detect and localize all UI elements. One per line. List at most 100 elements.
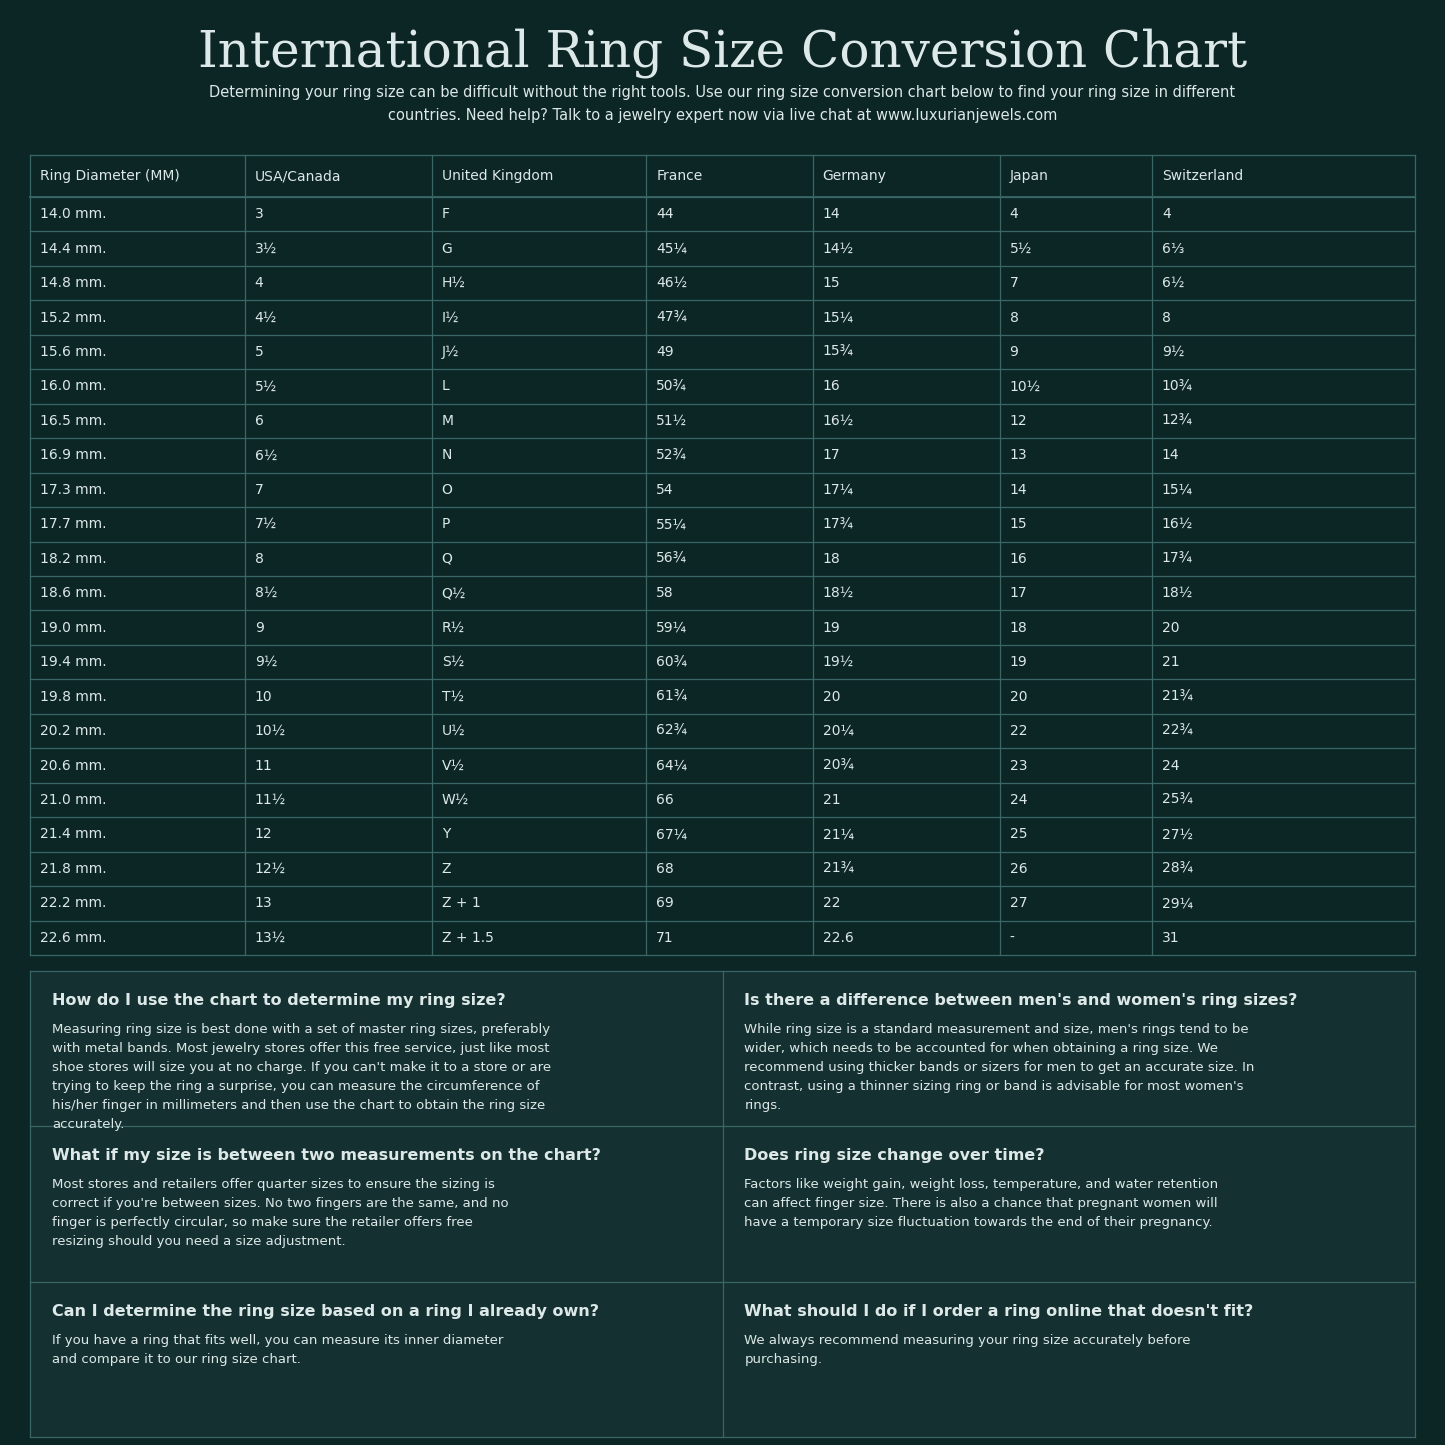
- Text: -: -: [1010, 931, 1014, 945]
- Text: 10¾: 10¾: [1162, 380, 1194, 393]
- Text: 8: 8: [1010, 311, 1019, 325]
- Text: Q½: Q½: [442, 587, 467, 600]
- Text: 12: 12: [1010, 413, 1027, 428]
- Text: 9: 9: [1010, 345, 1019, 358]
- Text: United Kingdom: United Kingdom: [442, 169, 553, 184]
- Text: L: L: [442, 380, 449, 393]
- Text: 20¼: 20¼: [822, 724, 854, 738]
- Text: 15: 15: [1010, 517, 1027, 532]
- Text: 25¾: 25¾: [1162, 793, 1194, 806]
- Text: F: F: [442, 207, 449, 221]
- Text: 15¼: 15¼: [822, 311, 854, 325]
- Text: Does ring size change over time?: Does ring size change over time?: [744, 1149, 1045, 1163]
- Text: 18.2 mm.: 18.2 mm.: [40, 552, 107, 566]
- Text: W½: W½: [442, 793, 468, 806]
- Text: 11½: 11½: [254, 793, 286, 806]
- Text: J½: J½: [442, 345, 460, 358]
- Text: 54: 54: [656, 483, 673, 497]
- Text: 19.0 mm.: 19.0 mm.: [40, 621, 107, 634]
- Text: 14: 14: [822, 207, 840, 221]
- Text: S½: S½: [442, 655, 464, 669]
- Text: 61¾: 61¾: [656, 689, 688, 704]
- Text: 6½: 6½: [254, 448, 277, 462]
- Bar: [30, 155, 1415, 955]
- Text: 69: 69: [656, 896, 673, 910]
- Text: 64¼: 64¼: [656, 759, 688, 773]
- Text: 16.5 mm.: 16.5 mm.: [40, 413, 107, 428]
- Text: 4: 4: [1162, 207, 1170, 221]
- Text: 16.9 mm.: 16.9 mm.: [40, 448, 107, 462]
- Text: 26: 26: [1010, 861, 1027, 876]
- Text: 16: 16: [822, 380, 841, 393]
- Text: 14.8 mm.: 14.8 mm.: [40, 276, 107, 290]
- Text: 7: 7: [1010, 276, 1019, 290]
- Text: 15¾: 15¾: [822, 345, 854, 358]
- Text: 8: 8: [1162, 311, 1170, 325]
- Text: 22.6: 22.6: [822, 931, 854, 945]
- Text: 16½: 16½: [822, 413, 854, 428]
- Text: International Ring Size Conversion Chart: International Ring Size Conversion Chart: [198, 27, 1247, 78]
- Text: 18: 18: [1010, 621, 1027, 634]
- Text: Determining your ring size can be difficult without the right tools. Use our rin: Determining your ring size can be diffic…: [210, 85, 1235, 123]
- Text: 17¼: 17¼: [822, 483, 854, 497]
- Text: 20¾: 20¾: [822, 759, 854, 773]
- Text: 68: 68: [656, 861, 673, 876]
- Bar: [30, 971, 1415, 1436]
- Text: 19.8 mm.: 19.8 mm.: [40, 689, 107, 704]
- Text: 13: 13: [254, 896, 272, 910]
- Text: 17.3 mm.: 17.3 mm.: [40, 483, 107, 497]
- Text: 3: 3: [254, 207, 263, 221]
- Text: 6: 6: [254, 413, 263, 428]
- Text: 24: 24: [1162, 759, 1179, 773]
- Text: 27: 27: [1010, 896, 1027, 910]
- Text: 5½: 5½: [254, 380, 277, 393]
- Text: 52¾: 52¾: [656, 448, 688, 462]
- Text: 6⅓: 6⅓: [1162, 241, 1185, 256]
- Text: 17: 17: [1010, 587, 1027, 600]
- Text: 22.2 mm.: 22.2 mm.: [40, 896, 107, 910]
- Text: 21.4 mm.: 21.4 mm.: [40, 828, 107, 841]
- Text: 18.6 mm.: 18.6 mm.: [40, 587, 107, 600]
- Text: 14.4 mm.: 14.4 mm.: [40, 241, 107, 256]
- Text: 22¾: 22¾: [1162, 724, 1194, 738]
- Text: 8: 8: [254, 552, 263, 566]
- Text: 13: 13: [1010, 448, 1027, 462]
- Text: 14: 14: [1162, 448, 1179, 462]
- Text: 4: 4: [1010, 207, 1019, 221]
- Text: 10: 10: [254, 689, 272, 704]
- Text: 29¼: 29¼: [1162, 896, 1194, 910]
- Text: 21¾: 21¾: [1162, 689, 1194, 704]
- Text: 58: 58: [656, 587, 673, 600]
- Text: 22.6 mm.: 22.6 mm.: [40, 931, 107, 945]
- Text: USA/Canada: USA/Canada: [254, 169, 341, 184]
- Text: H½: H½: [442, 276, 465, 290]
- Text: 15¼: 15¼: [1162, 483, 1194, 497]
- Text: We always recommend measuring your ring size accurately before
purchasing.: We always recommend measuring your ring …: [744, 1334, 1191, 1366]
- Text: 12: 12: [254, 828, 272, 841]
- Text: 20.6 mm.: 20.6 mm.: [40, 759, 107, 773]
- Text: 46½: 46½: [656, 276, 688, 290]
- Text: 9½: 9½: [1162, 345, 1185, 358]
- Text: Z: Z: [442, 861, 451, 876]
- Text: 17¾: 17¾: [822, 517, 854, 532]
- Text: 44: 44: [656, 207, 673, 221]
- Text: 5½: 5½: [1010, 241, 1032, 256]
- Text: 71: 71: [656, 931, 673, 945]
- Text: 27½: 27½: [1162, 828, 1194, 841]
- Text: Z + 1.5: Z + 1.5: [442, 931, 494, 945]
- Text: 4½: 4½: [254, 311, 277, 325]
- Text: 45¼: 45¼: [656, 241, 688, 256]
- Text: 14½: 14½: [822, 241, 854, 256]
- Text: 59¼: 59¼: [656, 621, 688, 634]
- Text: 20: 20: [1010, 689, 1027, 704]
- Text: 18½: 18½: [1162, 587, 1194, 600]
- Text: V½: V½: [442, 759, 465, 773]
- Text: 19.4 mm.: 19.4 mm.: [40, 655, 107, 669]
- Text: 12¾: 12¾: [1162, 413, 1194, 428]
- Text: 5: 5: [254, 345, 263, 358]
- Text: 60¾: 60¾: [656, 655, 688, 669]
- Text: Japan: Japan: [1010, 169, 1049, 184]
- Text: 19: 19: [1010, 655, 1027, 669]
- Text: 4: 4: [254, 276, 263, 290]
- Text: 19: 19: [822, 621, 841, 634]
